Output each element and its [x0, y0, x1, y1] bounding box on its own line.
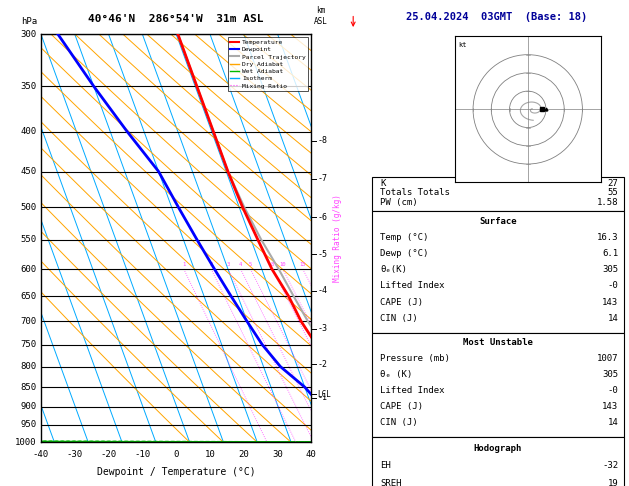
Text: θₑ (K): θₑ (K) [380, 370, 413, 379]
Text: 750: 750 [21, 340, 37, 349]
Text: 700: 700 [21, 317, 37, 326]
Text: Lifted Index: Lifted Index [380, 386, 445, 395]
Text: -6: -6 [317, 213, 327, 222]
Text: EH: EH [380, 461, 391, 470]
Text: -5: -5 [317, 249, 327, 259]
Text: 1000: 1000 [15, 438, 37, 447]
Text: -20: -20 [101, 451, 116, 459]
Text: PW (cm): PW (cm) [380, 198, 418, 207]
Text: 55: 55 [608, 189, 618, 197]
Text: 850: 850 [21, 382, 37, 392]
Text: θₑ(K): θₑ(K) [380, 265, 407, 274]
Text: -40: -40 [33, 451, 49, 459]
Text: Dewp (°C): Dewp (°C) [380, 249, 428, 258]
Text: 2: 2 [209, 262, 213, 267]
Text: 143: 143 [603, 402, 618, 411]
Text: -3: -3 [317, 324, 327, 333]
Text: 800: 800 [21, 362, 37, 371]
Text: kt: kt [459, 42, 467, 48]
Text: 305: 305 [603, 370, 618, 379]
Text: Totals Totals: Totals Totals [380, 189, 450, 197]
Text: -0: -0 [608, 281, 618, 291]
Text: 10: 10 [204, 451, 215, 459]
Text: 40: 40 [306, 451, 317, 459]
Text: Lifted Index: Lifted Index [380, 281, 445, 291]
Text: SREH: SREH [380, 479, 401, 486]
Text: -30: -30 [67, 451, 83, 459]
Text: 0: 0 [174, 451, 179, 459]
Text: 143: 143 [603, 297, 618, 307]
Text: CAPE (J): CAPE (J) [380, 297, 423, 307]
Text: 10: 10 [279, 262, 286, 267]
Text: 400: 400 [21, 127, 37, 136]
Text: 500: 500 [21, 203, 37, 212]
Text: -8: -8 [317, 136, 327, 145]
Text: Hodograph: Hodograph [474, 444, 522, 452]
Text: 14: 14 [608, 418, 618, 427]
Text: K: K [380, 179, 386, 188]
Bar [372, 333, 624, 437]
Text: 1.58: 1.58 [597, 198, 618, 207]
Text: 27: 27 [608, 179, 618, 188]
Text: 900: 900 [21, 402, 37, 411]
Text: 450: 450 [21, 167, 37, 176]
Text: Dewpoint / Temperature (°C): Dewpoint / Temperature (°C) [97, 467, 255, 477]
Bar [372, 437, 624, 486]
Bar [372, 177, 624, 211]
Bar [372, 211, 624, 333]
Text: -10: -10 [134, 451, 150, 459]
Text: CIN (J): CIN (J) [380, 314, 418, 323]
Text: 300: 300 [21, 30, 37, 38]
Text: 650: 650 [21, 292, 37, 301]
Text: -4: -4 [317, 286, 327, 295]
Text: 305: 305 [603, 265, 618, 274]
Text: 350: 350 [21, 82, 37, 91]
Text: 1: 1 [182, 262, 186, 267]
Text: Most Unstable: Most Unstable [463, 338, 533, 347]
Text: 19: 19 [608, 479, 618, 486]
Text: 14: 14 [608, 314, 618, 323]
Text: 5: 5 [249, 262, 252, 267]
Text: 20: 20 [238, 451, 249, 459]
Text: -32: -32 [603, 461, 618, 470]
Text: Temp (°C): Temp (°C) [380, 233, 428, 242]
Text: 600: 600 [21, 264, 37, 274]
Text: -0: -0 [608, 386, 618, 395]
Text: 25.04.2024  03GMT  (Base: 18): 25.04.2024 03GMT (Base: 18) [406, 12, 587, 22]
Text: CIN (J): CIN (J) [380, 418, 418, 427]
Text: hPa: hPa [21, 17, 37, 26]
Text: 6.1: 6.1 [603, 249, 618, 258]
Text: -1: -1 [317, 393, 327, 402]
Text: 15: 15 [299, 262, 306, 267]
Text: LCL: LCL [317, 390, 331, 399]
Legend: Temperature, Dewpoint, Parcel Trajectory, Dry Adiabat, Wet Adiabat, Isotherm, Mi: Temperature, Dewpoint, Parcel Trajectory… [228, 37, 308, 91]
Text: CAPE (J): CAPE (J) [380, 402, 423, 411]
Text: Surface: Surface [479, 217, 517, 226]
Text: 16.3: 16.3 [597, 233, 618, 242]
Text: 8: 8 [270, 262, 274, 267]
Text: -7: -7 [317, 174, 327, 183]
Text: 30: 30 [272, 451, 283, 459]
Text: 3: 3 [226, 262, 230, 267]
Text: 950: 950 [21, 420, 37, 429]
Text: -2: -2 [317, 360, 327, 369]
Text: km
ASL: km ASL [314, 6, 328, 26]
Text: 40°46'N  286°54'W  31m ASL: 40°46'N 286°54'W 31m ASL [88, 14, 264, 24]
Text: 1007: 1007 [597, 354, 618, 363]
Text: 550: 550 [21, 235, 37, 244]
Text: 4: 4 [239, 262, 242, 267]
Text: Mixing Ratio (g/kg): Mixing Ratio (g/kg) [333, 194, 342, 282]
Text: Pressure (mb): Pressure (mb) [380, 354, 450, 363]
